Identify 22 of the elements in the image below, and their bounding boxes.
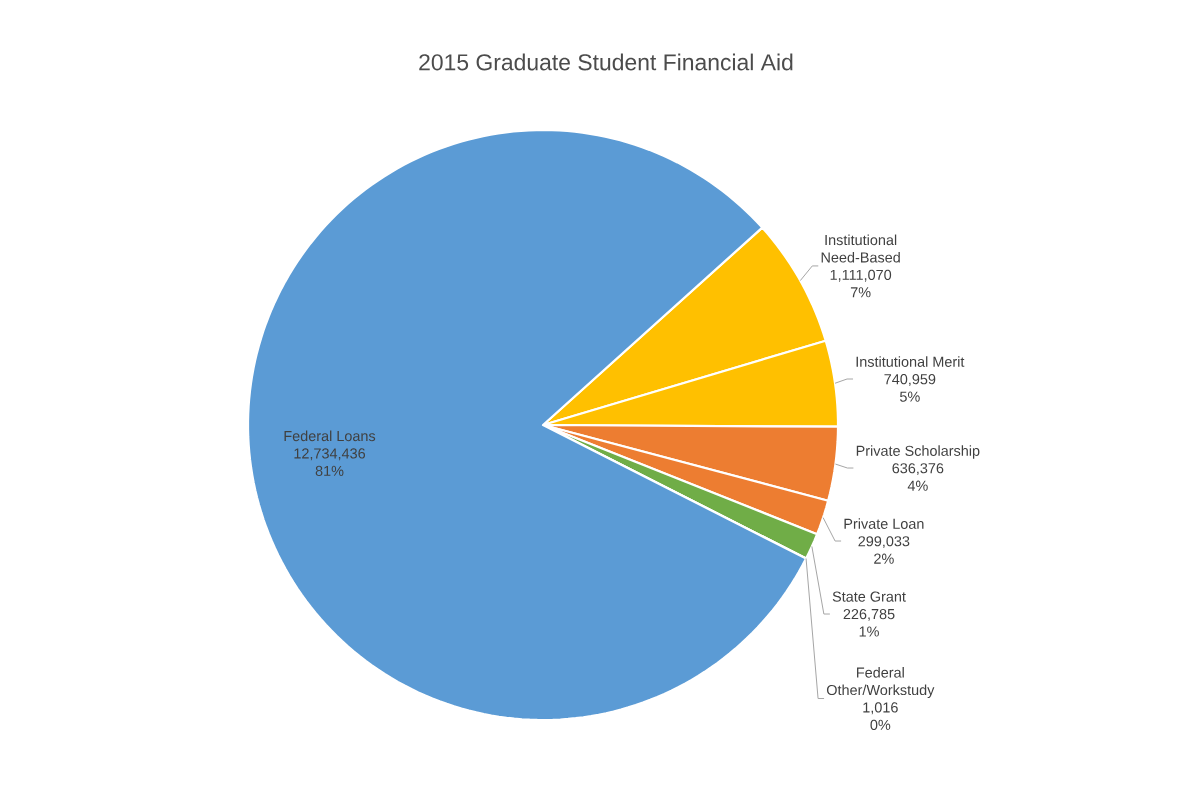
text: 81%	[315, 465, 344, 477]
text: 1%	[859, 626, 879, 637]
data-label: 299,033	[858, 536, 910, 549]
text: 2%	[874, 553, 894, 564]
data-label: 636,376	[892, 463, 944, 476]
text: 7%	[850, 287, 871, 298]
slice-label: Institutional Merit	[856, 356, 965, 367]
text: 4%	[907, 480, 928, 491]
slice-label: Federal Loans	[284, 430, 376, 442]
slice-label: State Grant	[832, 591, 906, 602]
data-label: 226,785	[843, 608, 895, 621]
slice-label: Private Scholarship	[856, 445, 980, 459]
text: 5%	[899, 391, 920, 402]
slice-label: Institutional Need-Based	[821, 234, 900, 263]
text: 0%	[870, 719, 891, 730]
data-label: 12,734,436	[294, 448, 366, 461]
slice-label: Federal Other/Workstudy	[826, 667, 935, 698]
slice-label: Private Loan	[844, 518, 924, 529]
chart-title: 2015 Graduate Student Financial Aid	[419, 53, 793, 71]
data-label: 1,111,070	[830, 269, 892, 282]
data-label: 1,016	[863, 702, 898, 715]
data-label: 740,959	[884, 374, 936, 387]
